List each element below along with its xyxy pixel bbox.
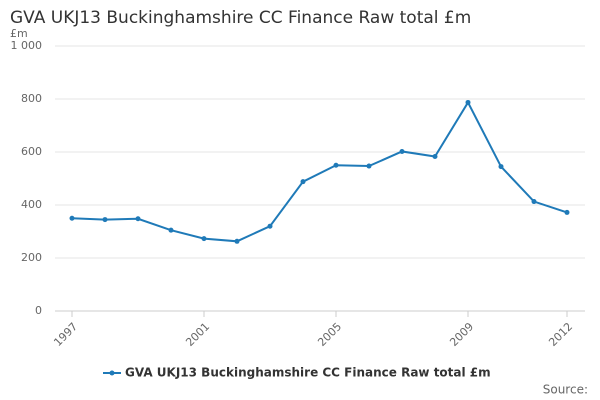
x-tick-label: 2005 <box>315 320 344 349</box>
data-point <box>234 238 240 244</box>
y-tick-label: 800 <box>21 92 42 105</box>
chart-title: GVA UKJ13 Buckinghamshire CC Finance Raw… <box>10 8 471 28</box>
data-point <box>465 99 471 105</box>
x-tick-label: 2001 <box>183 320 212 349</box>
data-point <box>399 148 405 154</box>
y-unit-label: £m <box>10 27 28 40</box>
data-point <box>135 216 141 222</box>
data-point <box>333 162 339 168</box>
data-point <box>69 215 75 221</box>
data-point <box>300 179 306 185</box>
legend-marker <box>109 370 115 376</box>
series-line <box>71 100 568 243</box>
data-point <box>564 209 570 215</box>
data-point <box>102 217 108 223</box>
data-point <box>201 236 207 242</box>
data-point <box>366 163 372 169</box>
y-tick-label: 600 <box>21 145 42 158</box>
source: Source: <box>543 383 588 397</box>
y-tick-label: 0 <box>35 304 42 317</box>
y-tick-label: 200 <box>21 251 42 264</box>
legend-label: GVA UKJ13 Buckinghamshire CC Finance Raw… <box>125 366 491 380</box>
data-point <box>432 154 438 160</box>
data-point <box>531 199 537 205</box>
data-point <box>168 227 174 233</box>
x-tick-label: 2012 <box>546 320 575 349</box>
y-tick-label: 400 <box>21 198 42 211</box>
x-tick-label: 1997 <box>51 320 80 349</box>
x-tick-label: 2009 <box>447 320 476 349</box>
data-point <box>498 164 504 170</box>
data-point <box>267 223 273 229</box>
y-tick-label: 1 000 <box>11 39 43 52</box>
